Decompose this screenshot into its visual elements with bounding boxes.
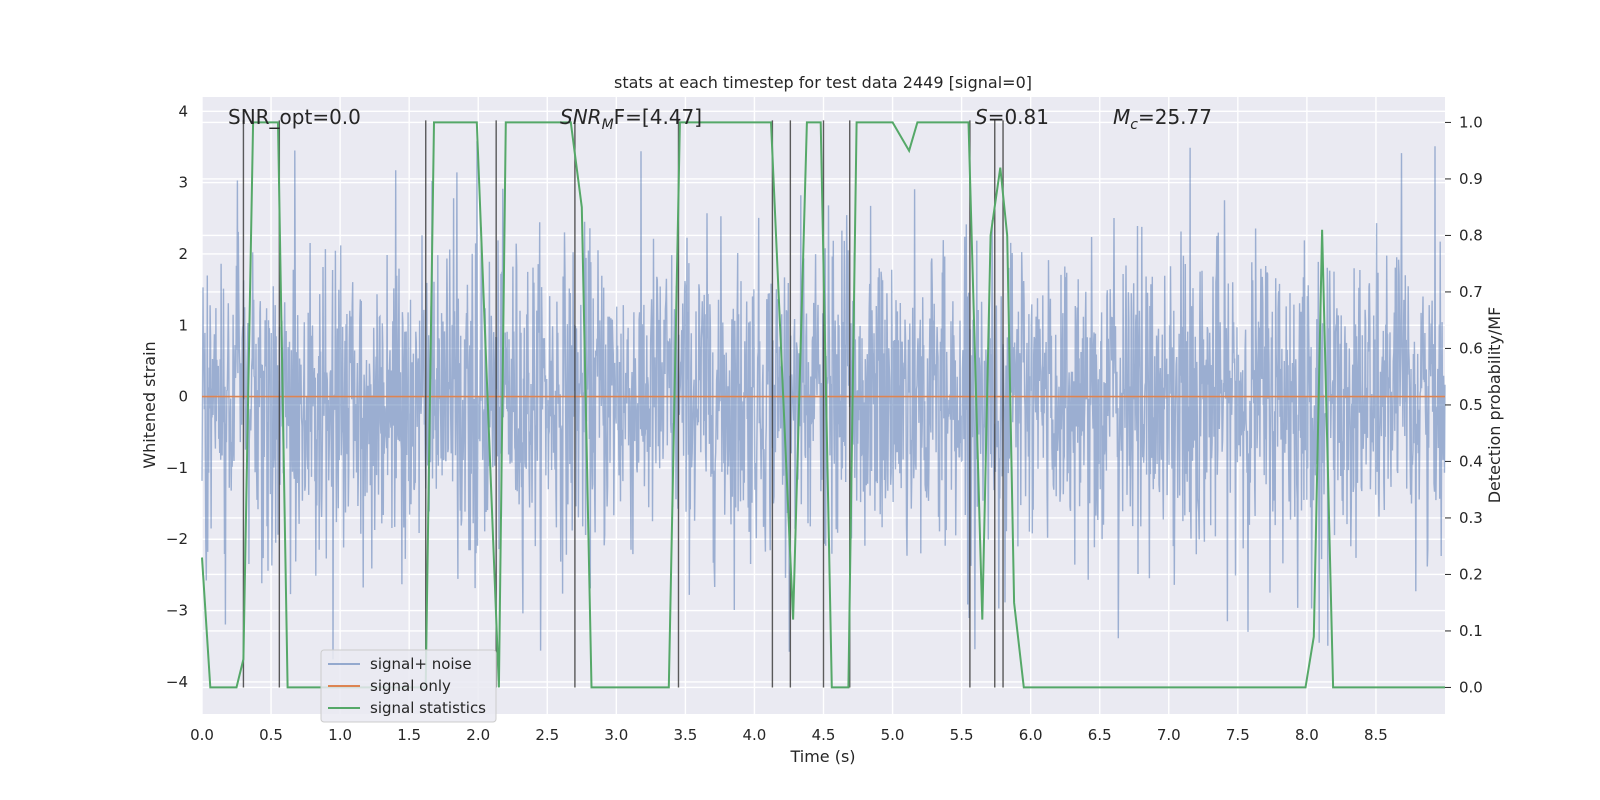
y-right-tick-label: 0.9 — [1459, 170, 1483, 188]
legend-label-noise: signal+ noise — [370, 655, 472, 673]
y-right-tick-label: 0.5 — [1459, 396, 1483, 414]
y-right-tick-label: 1.0 — [1459, 113, 1483, 131]
y-right-tick-label: 0.0 — [1459, 678, 1483, 696]
x-tick-label: 3.0 — [604, 726, 628, 744]
left-y-axis-ticks: −4 −3 −2 −1 0 1 2 3 4 — [166, 102, 188, 691]
y-right-tick-label: 0.2 — [1459, 565, 1483, 583]
y-right-tick-label: 0.4 — [1459, 452, 1483, 470]
x-tick-label: 0.0 — [190, 726, 214, 744]
x-tick-label: 4.0 — [743, 726, 767, 744]
x-tick-label: 5.0 — [881, 726, 905, 744]
legend-label-signal-only: signal only — [370, 677, 451, 695]
y-right-tick-label: 0.3 — [1459, 509, 1483, 527]
y-left-tick-label: 2 — [178, 245, 188, 263]
legend: signal+ noise signal only signal statist… — [320, 649, 497, 723]
x-tick-label: 6.0 — [1019, 726, 1043, 744]
x-tick-label: 0.5 — [259, 726, 283, 744]
y-left-tick-label: 4 — [178, 102, 188, 120]
x-tick-label: 5.5 — [950, 726, 974, 744]
x-tick-label: 1.5 — [397, 726, 421, 744]
y-right-tick-label: 0.6 — [1459, 339, 1483, 357]
y-left-tick-label: −3 — [166, 602, 188, 620]
y-right-tick-label: 0.1 — [1459, 622, 1483, 640]
x-tick-label: 2.0 — [466, 726, 490, 744]
x-tick-label: 7.0 — [1157, 726, 1181, 744]
y-left-tick-label: −4 — [166, 673, 188, 691]
y-right-tick-label: 0.8 — [1459, 226, 1483, 244]
x-axis-ticks: 0.0 0.5 1.0 1.5 2.0 2.5 3.0 3.5 4.0 4.5 5.0 5.5 6.0 6… — [190, 726, 1388, 744]
chart-title: stats at each timestep for test data 244… — [614, 73, 1032, 92]
y-left-tick-label: −2 — [166, 530, 188, 548]
x-tick-label: 8.0 — [1295, 726, 1319, 744]
annotation-mc: Mc=25.77 — [1113, 105, 1212, 133]
legend-label-statistics: signal statistics — [370, 699, 486, 717]
y-left-tick-label: 3 — [178, 174, 188, 192]
y-left-tick-label: 1 — [178, 316, 188, 334]
y-left-tick-label: 0 — [178, 388, 188, 406]
annotation-snr-mf: SNRMF=[4.47] — [560, 105, 702, 133]
x-tick-label: 1.0 — [328, 726, 352, 744]
left-y-axis-label: Whitened strain — [140, 341, 159, 468]
right-y-axis-ticks: 0.0 0.1 0.2 0.3 0.4 0.5 0.6 0.7 0.8 0.9 1.0 — [1445, 113, 1483, 696]
x-tick-label: 2.5 — [535, 726, 559, 744]
x-tick-label: 8.5 — [1364, 726, 1388, 744]
right-y-axis-label: Detection probability/MF — [1485, 307, 1504, 504]
x-tick-label: 4.5 — [812, 726, 836, 744]
x-tick-label: 3.5 — [673, 726, 697, 744]
annotation-snr-opt: SNR_opt=0.0 — [228, 105, 361, 129]
y-left-tick-label: −1 — [166, 459, 188, 477]
x-tick-label: 7.5 — [1226, 726, 1250, 744]
legend-box — [320, 649, 497, 723]
annotation-s: S=0.81 — [975, 105, 1049, 129]
x-tick-label: 6.5 — [1088, 726, 1112, 744]
y-right-tick-label: 0.7 — [1459, 283, 1483, 301]
x-axis-label: Time (s) — [789, 747, 855, 766]
